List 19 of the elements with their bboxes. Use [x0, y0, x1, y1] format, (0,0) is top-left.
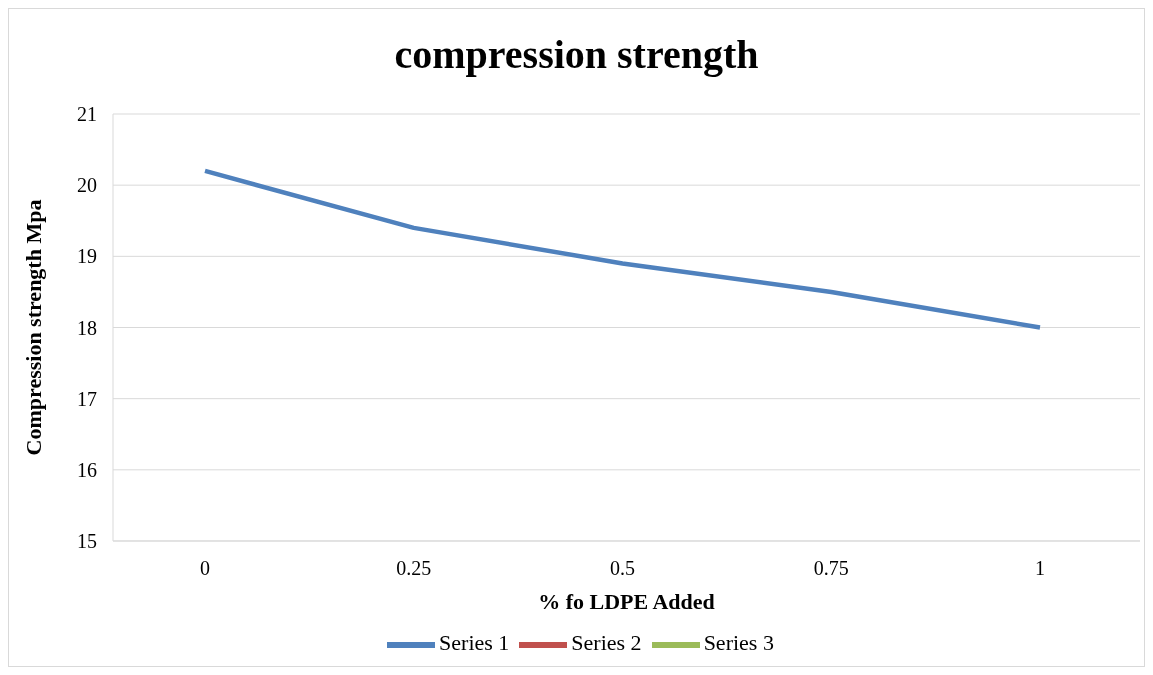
line-series	[202, 168, 1043, 330]
legend-label: Series 3	[703, 630, 774, 656]
y-tick-label: 19	[77, 245, 97, 268]
x-axis-title: % fo LDPE Added	[538, 589, 715, 614]
y-axis-title: Compression strength Mpa	[20, 199, 46, 456]
legend-label: Series 2	[571, 630, 642, 656]
x-tick-label: 1	[1035, 557, 1045, 580]
x-tick-label: 0.5	[610, 557, 635, 580]
y-tick-label: 18	[77, 316, 97, 339]
y-tick-label: 20	[77, 174, 97, 197]
x-tick-label: 0	[200, 557, 210, 580]
y-tick-label: 21	[77, 103, 97, 126]
y-tick-label: 16	[77, 458, 97, 481]
legend-label: Series 1	[439, 630, 510, 656]
x-tick-label: 0.75	[813, 557, 849, 580]
y-tick-label: 15	[77, 530, 97, 553]
x-tick-label: 0.25	[396, 557, 432, 580]
y-tick-label: 17	[77, 387, 97, 410]
chart-title: compression strength	[393, 31, 760, 79]
